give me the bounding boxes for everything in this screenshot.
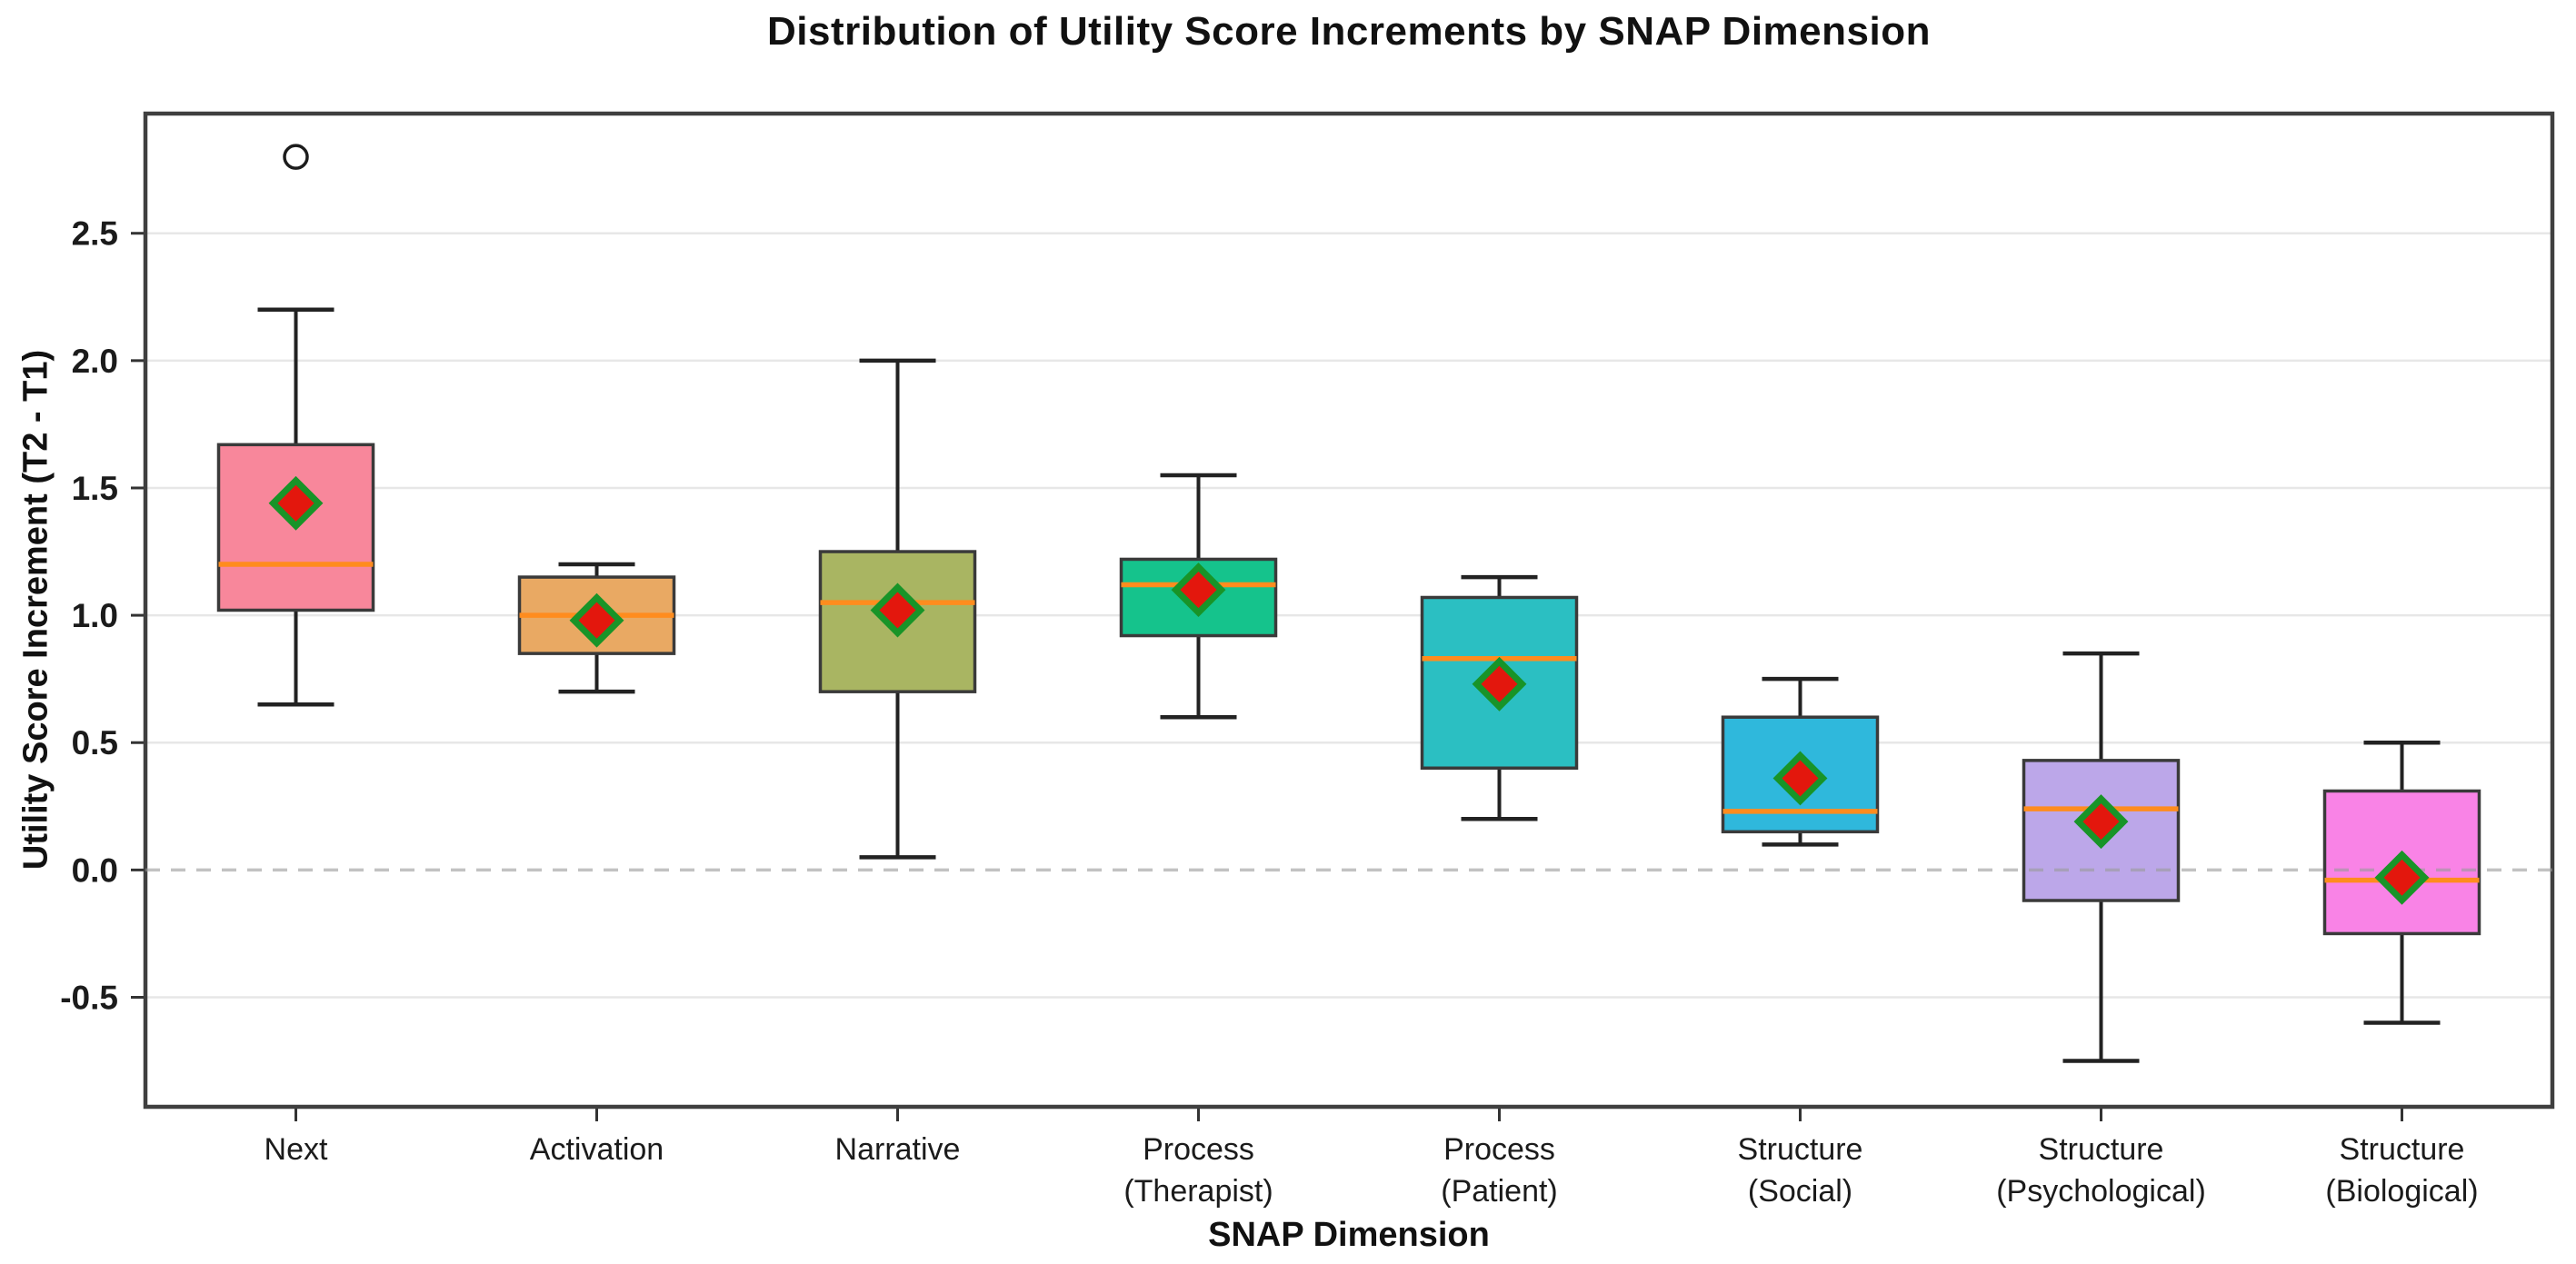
- x-tick-label: Structure (Psychological): [1996, 1132, 2206, 1209]
- x-axis-label: SNAP Dimension: [1208, 1216, 1490, 1254]
- mean-marker-structure-psychological: [2073, 794, 2129, 850]
- mean-marker-process-therapist: [1171, 562, 1226, 618]
- outlier-point-next: [283, 144, 309, 170]
- y-tick-label: -0.5: [60, 979, 118, 1016]
- x-tick-label: Next: [265, 1132, 328, 1167]
- y-tick-label: 2.0: [72, 343, 118, 380]
- mean-marker-structure-social: [1772, 751, 1828, 806]
- y-tick-label: 0.0: [72, 851, 118, 889]
- mean-marker-narrative: [870, 582, 925, 638]
- x-tick-label: Structure (Biological): [2325, 1132, 2478, 1209]
- plot-frame: [143, 111, 2555, 1110]
- y-tick-label: 0.5: [72, 724, 118, 761]
- y-tick-label: 2.5: [72, 215, 118, 253]
- x-tick-label: Process (Patient): [1441, 1132, 1558, 1209]
- x-tick-label: Structure (Social): [1738, 1132, 1863, 1209]
- mean-marker-next: [268, 475, 324, 531]
- x-tick-label: Activation: [530, 1132, 664, 1167]
- mean-marker-process-patient: [1472, 656, 1527, 712]
- y-tick-label: 1.0: [72, 597, 118, 634]
- mean-marker-activation: [569, 592, 624, 648]
- x-tick-label: Narrative: [835, 1132, 961, 1167]
- y-tick-label: 1.5: [72, 470, 118, 507]
- chart-title: Distribution of Utility Score Increments…: [767, 9, 1931, 54]
- mean-marker-structure-biological: [2374, 850, 2430, 905]
- x-tick-label: Process (Therapist): [1123, 1132, 1273, 1209]
